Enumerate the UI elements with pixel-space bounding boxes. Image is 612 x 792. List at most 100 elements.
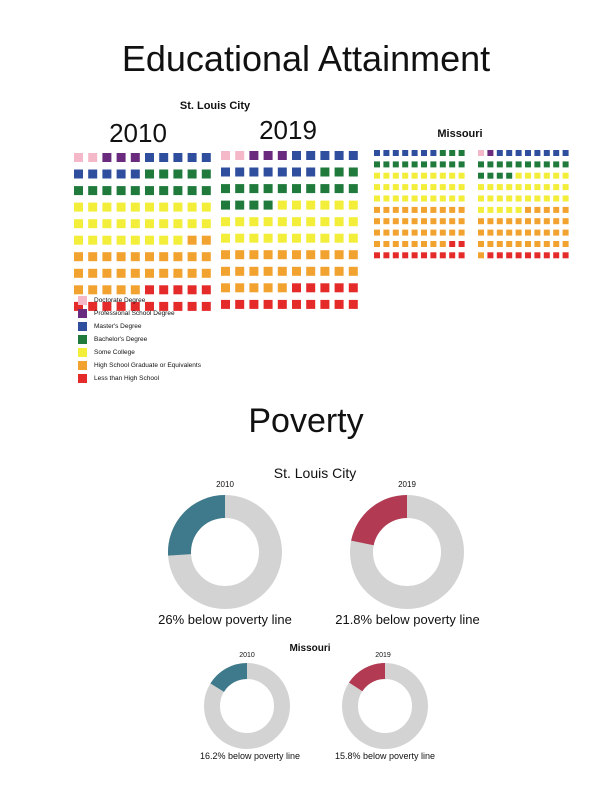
- legend-label: Bachelor's Degree: [94, 336, 148, 343]
- donut-poverty-slice: [210, 663, 247, 692]
- waffle-cell: [173, 301, 183, 311]
- waffle-cell: [402, 241, 409, 247]
- waffle-cell: [102, 202, 112, 212]
- legend-label: High School Graduate or Equivalents: [94, 362, 201, 369]
- legend-label: Less than High School: [94, 375, 160, 382]
- waffle-cell: [411, 241, 418, 247]
- waffle-cell: [374, 184, 380, 191]
- city-label: St. Louis City: [179, 100, 251, 112]
- waffle-mo-2010: [374, 150, 465, 259]
- waffle-cell: [102, 169, 112, 179]
- waffle-cell: [277, 151, 287, 160]
- waffle-cell: [525, 218, 531, 225]
- waffle-cell: [458, 241, 465, 247]
- waffle-cell: [173, 235, 183, 245]
- waffle-cell: [145, 202, 154, 212]
- waffle-cell: [496, 252, 503, 259]
- waffle-cell: [478, 161, 484, 168]
- donut-2010-year: 2010: [216, 480, 234, 489]
- waffle-cell: [74, 186, 83, 196]
- waffle-cell: [159, 186, 169, 196]
- waffle-cell: [553, 195, 560, 202]
- waffle-cell: [306, 200, 316, 210]
- waffle-cell: [430, 184, 437, 191]
- waffle-cell: [201, 252, 211, 262]
- waffle-cell: [263, 299, 273, 309]
- waffle-cell: [525, 195, 531, 202]
- waffle-cell: [320, 283, 330, 293]
- waffle-cell: [487, 195, 494, 202]
- waffle-cell: [249, 233, 259, 243]
- waffle-cell: [249, 200, 259, 210]
- waffle-cell: [320, 266, 330, 276]
- waffle-cell: [263, 151, 273, 160]
- waffle-cell: [263, 283, 273, 293]
- donut-mo-2019: [342, 663, 428, 749]
- waffle-cell: [74, 301, 83, 311]
- waffle-cell: [449, 161, 456, 168]
- waffle-cell: [496, 229, 503, 236]
- waffle-cell: [562, 206, 569, 213]
- waffle-cell: [235, 299, 245, 309]
- waffle-cell: [145, 219, 154, 229]
- waffle-cell: [383, 195, 390, 202]
- waffle-cell: [235, 184, 245, 194]
- waffle-cell: [201, 285, 211, 295]
- waffle-cell: [430, 252, 437, 259]
- waffle-cell: [525, 252, 531, 259]
- waffle-cell: [306, 233, 316, 243]
- waffle-cell: [562, 184, 569, 191]
- waffle-cell: [496, 241, 503, 247]
- waffle-cell: [439, 150, 446, 156]
- waffle-cell: [74, 202, 83, 212]
- waffle-cell: [553, 241, 560, 247]
- waffle-cell: [478, 252, 484, 259]
- waffle-cell: [173, 219, 183, 229]
- waffle-cell: [402, 184, 409, 191]
- waffle-cell: [562, 172, 569, 179]
- waffle-cell: [496, 161, 503, 168]
- waffle-cell: [320, 299, 330, 309]
- waffle-cell: [430, 150, 437, 156]
- waffle-cell: [159, 268, 169, 278]
- waffle-cell: [292, 217, 301, 227]
- waffle-cell: [187, 252, 197, 262]
- waffle-cell: [506, 184, 513, 191]
- waffle-cell: [478, 172, 484, 179]
- waffle-cell: [430, 229, 437, 236]
- waffle-cell: [525, 172, 531, 179]
- waffle-cell: [506, 252, 513, 259]
- waffle-cell: [421, 252, 427, 259]
- waffle-cell: [102, 285, 112, 295]
- waffle-cell: [306, 217, 316, 227]
- waffle-cell: [116, 153, 126, 162]
- waffle-cell: [320, 200, 330, 210]
- waffle-cell: [383, 252, 390, 259]
- legend-label: Doctorate Degree: [94, 297, 146, 304]
- waffle-cell: [201, 219, 211, 229]
- waffle-cell: [277, 299, 287, 309]
- waffle-cell: [348, 167, 358, 177]
- waffle-cell: [102, 186, 112, 196]
- waffle-cell: [458, 172, 465, 179]
- waffle-cell: [221, 217, 230, 227]
- waffle-cell: [102, 235, 112, 245]
- waffle-cell: [306, 283, 316, 293]
- waffle-cell: [74, 153, 83, 162]
- waffle-cell: [173, 202, 183, 212]
- waffle-cell: [458, 150, 465, 156]
- waffle-cell: [145, 153, 154, 162]
- waffle-cell: [277, 184, 287, 194]
- waffle-cell: [159, 285, 169, 295]
- waffle-cell: [402, 229, 409, 236]
- legend-label: Professional School Degree: [94, 310, 175, 317]
- donut-mo-2019-year: 2019: [375, 652, 391, 659]
- waffle-cell: [543, 195, 550, 202]
- waffle-cell: [88, 169, 98, 179]
- waffle-cell: [496, 184, 503, 191]
- waffle-cell: [506, 229, 513, 236]
- waffle-cell: [74, 285, 83, 295]
- donut-poverty-slice: [351, 495, 407, 546]
- donut-city-2019: [350, 495, 464, 609]
- waffle-cell: [145, 301, 154, 311]
